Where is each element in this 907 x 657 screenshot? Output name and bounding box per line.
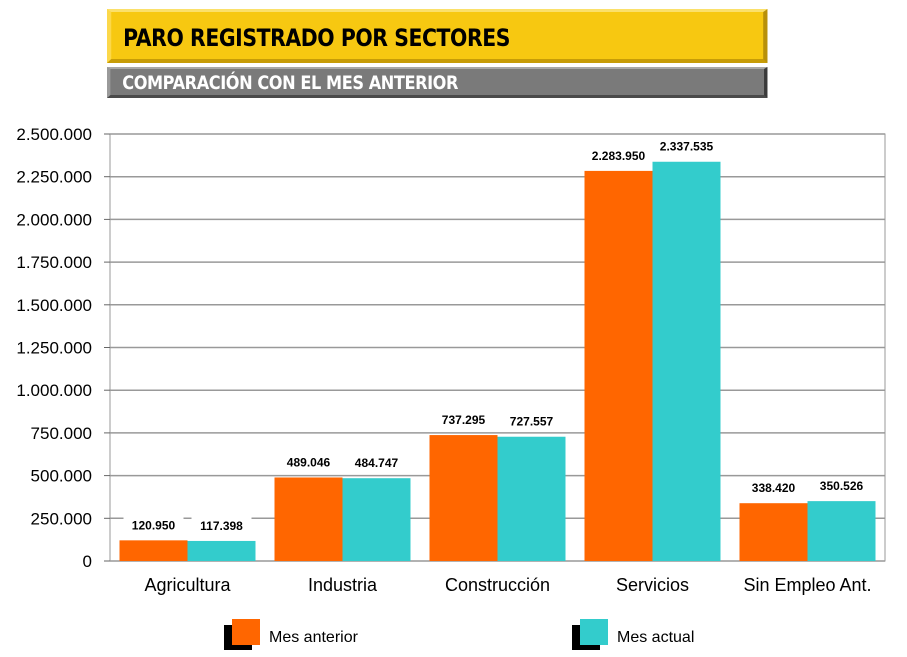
y-tick-label: 2.000.000	[16, 210, 92, 229]
chart-subtitle: COMPARACIÓN CON EL MES ANTERIOR	[107, 67, 768, 98]
bar-mes-anterior	[119, 540, 188, 561]
data-label-bg	[123, 516, 184, 533]
legend-label: Mes actual	[617, 629, 694, 646]
y-tick-label: 1.500.000	[16, 296, 92, 315]
data-label-bg	[346, 454, 407, 471]
bar-mes-anterior	[429, 435, 498, 561]
data-label: 350.526	[820, 479, 864, 493]
bar-mes-actual	[497, 436, 566, 561]
bar-mes-anterior	[584, 170, 653, 561]
y-tick-label: 1.750.000	[16, 253, 92, 272]
data-label-bg	[433, 411, 494, 428]
data-label: 120.950	[132, 518, 176, 532]
legend-label: Mes anterior	[269, 629, 359, 646]
x-tick-label: Sin Empleo Ant.	[743, 575, 871, 595]
x-tick-label: Construcción	[445, 575, 550, 595]
data-label: 737.295	[442, 413, 486, 427]
bar-mes-anterior	[274, 477, 343, 561]
data-label-bg	[501, 412, 562, 429]
y-tick-label: 1.250.000	[16, 339, 92, 358]
y-tick-label: 1.000.000	[16, 381, 92, 400]
bar-mes-anterior	[739, 503, 808, 561]
legend-swatch	[580, 619, 608, 645]
data-label-bg	[278, 453, 339, 470]
x-tick-label: Industria	[308, 575, 378, 595]
y-tick-label: 250.000	[31, 509, 92, 528]
bar-mes-actual	[652, 161, 721, 561]
data-label-bg	[811, 477, 872, 494]
data-label: 489.046	[287, 455, 331, 469]
data-label: 338.420	[752, 481, 796, 495]
data-label: 2.337.535	[660, 140, 714, 154]
data-label: 2.283.950	[592, 149, 646, 163]
data-label-bg	[588, 146, 649, 163]
data-label: 484.747	[355, 456, 399, 470]
y-tick-label: 0	[83, 552, 92, 571]
data-label-bg	[743, 479, 804, 496]
y-tick-label: 2.250.000	[16, 168, 92, 187]
y-tick-label: 750.000	[31, 424, 92, 443]
legend-swatch	[232, 619, 260, 645]
data-label: 727.557	[510, 415, 554, 429]
y-tick-label: 500.000	[31, 467, 92, 486]
data-label-bg	[656, 137, 717, 154]
data-label-bg	[191, 516, 252, 533]
data-label: 117.398	[200, 519, 243, 533]
x-tick-label: Servicios	[616, 575, 689, 595]
y-tick-label: 2.500.000	[16, 125, 92, 144]
bar-mes-actual	[807, 501, 876, 561]
bar-mes-actual	[187, 540, 256, 561]
x-tick-label: Agricultura	[144, 575, 231, 595]
chart-title: PARO REGISTRADO POR SECTORES	[107, 9, 768, 63]
bar-mes-actual	[342, 478, 411, 561]
